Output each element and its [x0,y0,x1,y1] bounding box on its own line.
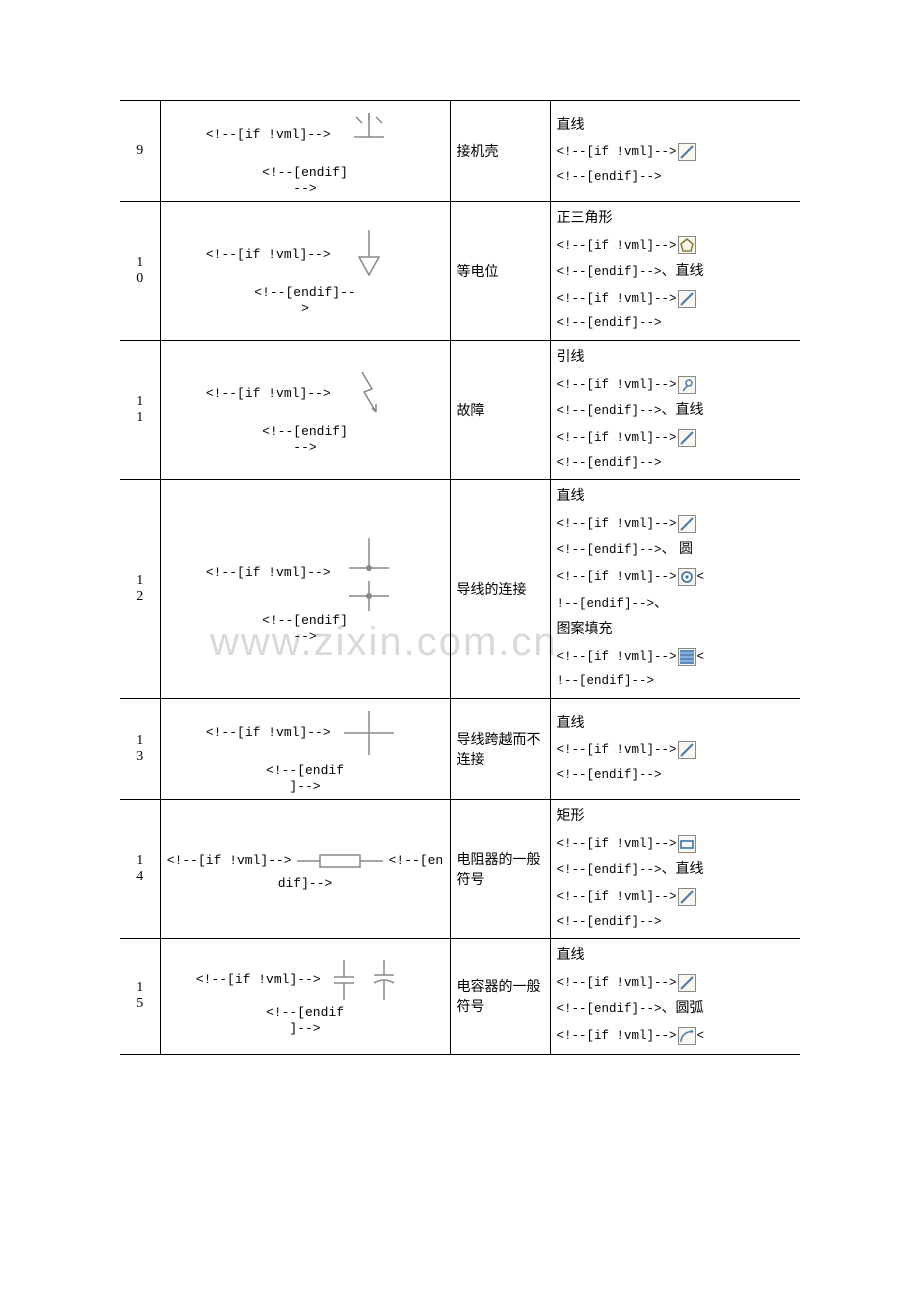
row-number: 9 [120,101,160,202]
line-icon [678,515,696,533]
code-icon-line: <!--[if !vml]--> [557,139,795,166]
symbol-table: 9<!--[if !vml]--> <!--[endif]-->接机壳直线<!-… [120,100,800,1055]
arc-icon [678,1027,696,1045]
code-sep-line: !--[endif]-->、 [557,591,795,618]
lead-icon [678,376,696,394]
code-icon-line: <!--[if !vml]--> [557,970,795,997]
line-icon [678,974,696,992]
desc-text: 直线 [557,113,795,140]
symbol-name: 故障 [450,341,550,480]
table-row: 9<!--[if !vml]--> <!--[endif]-->接机壳直线<!-… [120,101,800,202]
code-icon-line: <!--[if !vml]-->< [557,1023,795,1050]
description-cell: 直线<!--[if !vml]--><!--[endif]--> [550,101,800,202]
table-row: 11<!--[if !vml]--> <!--[endif]-->故障引线<!-… [120,341,800,480]
code-icon-line: <!--[if !vml]--> [557,884,795,911]
desc-text: 直线 [557,943,795,970]
symbol-cell: <!--[if !vml]--> <!--[endif]--> [160,939,450,1054]
line-icon [678,888,696,906]
row-number: 14 [120,800,160,939]
row-number: 13 [120,699,160,800]
code-icon-line: <!--[if !vml]--> [557,737,795,764]
table-row: 14<!--[if !vml]--> <!--[endif]-->电阻器的一般符… [120,800,800,939]
code-sep-line: <!--[endif]-->、直线 [557,857,795,884]
description-cell: 引线<!--[if !vml]--><!--[endif]-->、直线<!--[… [550,341,800,480]
table-row: 15<!--[if !vml]--> <!--[endif]-->电容器的一般符… [120,939,800,1054]
desc-text: 直线 [557,711,795,738]
table-row: 13<!--[if !vml]--> <!--[endif]-->导线跨越而不连… [120,699,800,800]
symbol-name: 等电位 [450,202,550,341]
description-cell: 直线<!--[if !vml]--><!--[endif]-->、 圆<!--[… [550,480,800,699]
row-number: 12 [120,480,160,699]
line-icon [678,290,696,308]
fill-icon [678,648,696,666]
symbol-cell: <!--[if !vml]--> <!--[endif]--> [160,101,450,202]
code-sep-line: <!--[endif]-->、直线 [557,398,795,425]
symbol-name: 电阻器的一般符号 [450,800,550,939]
description-cell: 直线<!--[if !vml]--><!--[endif]-->、圆弧<!--[… [550,939,800,1054]
rect-icon [678,835,696,853]
code-icon-line: <!--[if !vml]-->< [557,644,795,671]
row-number: 11 [120,341,160,480]
row-number: 10 [120,202,160,341]
symbol-cell: <!--[if !vml]--> <!--[endif]--> [160,699,450,800]
desc-text: 矩形 [557,804,795,831]
line-icon [678,143,696,161]
code-text: <!--[endif]--> [557,312,795,336]
code-icon-line: <!--[if !vml]--> [557,233,795,260]
code-icon-line: <!--[if !vml]-->< [557,564,795,591]
symbol-cell: <!--[if !vml]--> <!--[endif]--> [160,341,450,480]
description-cell: 正三角形<!--[if !vml]--><!--[endif]-->、直线<!-… [550,202,800,341]
desc-text: 正三角形 [557,206,795,233]
pentagon-icon [678,236,696,254]
code-icon-line: <!--[if !vml]--> [557,425,795,452]
code-text: <!--[endif]--> [557,452,795,476]
code-sep-line: <!--[endif]-->、直线 [557,259,795,286]
desc-text: 直线 [557,484,795,511]
code-icon-line: <!--[if !vml]--> [557,372,795,399]
code-icon-line: <!--[if !vml]--> [557,511,795,538]
symbol-name: 导线跨越而不连接 [450,699,550,800]
symbol-name: 电容器的一般符号 [450,939,550,1054]
code-sep-line: <!--[endif]-->、圆弧 [557,996,795,1023]
table-row: 12<!--[if !vml]--> <!--[endif]-->导线的连接直线… [120,480,800,699]
code-sep-line: <!--[endif]-->、 圆 [557,537,795,564]
symbol-name: 接机壳 [450,101,550,202]
circle-icon [678,568,696,586]
symbol-name: 导线的连接 [450,480,550,699]
line-icon [678,741,696,759]
code-icon-line: <!--[if !vml]--> [557,286,795,313]
description-cell: 矩形<!--[if !vml]--><!--[endif]-->、直线<!--[… [550,800,800,939]
desc-text: 图案填充 [557,617,795,644]
code-text: <!--[endif]--> [557,166,795,190]
symbol-cell: <!--[if !vml]--> <!--[endif]--> [160,800,450,939]
symbol-cell: <!--[if !vml]--> <!--[endif]--> [160,480,450,699]
code-icon-line: <!--[if !vml]--> [557,831,795,858]
table-row: 10<!--[if !vml]--> <!--[endif]-->等电位正三角形… [120,202,800,341]
symbol-cell: <!--[if !vml]--> <!--[endif]--> [160,202,450,341]
desc-text: 引线 [557,345,795,372]
line-icon [678,429,696,447]
description-cell: 直线<!--[if !vml]--><!--[endif]--> [550,699,800,800]
code-text: <!--[endif]--> [557,911,795,935]
code-text: !--[endif]--> [557,670,795,694]
code-text: <!--[endif]--> [557,764,795,788]
row-number: 15 [120,939,160,1054]
